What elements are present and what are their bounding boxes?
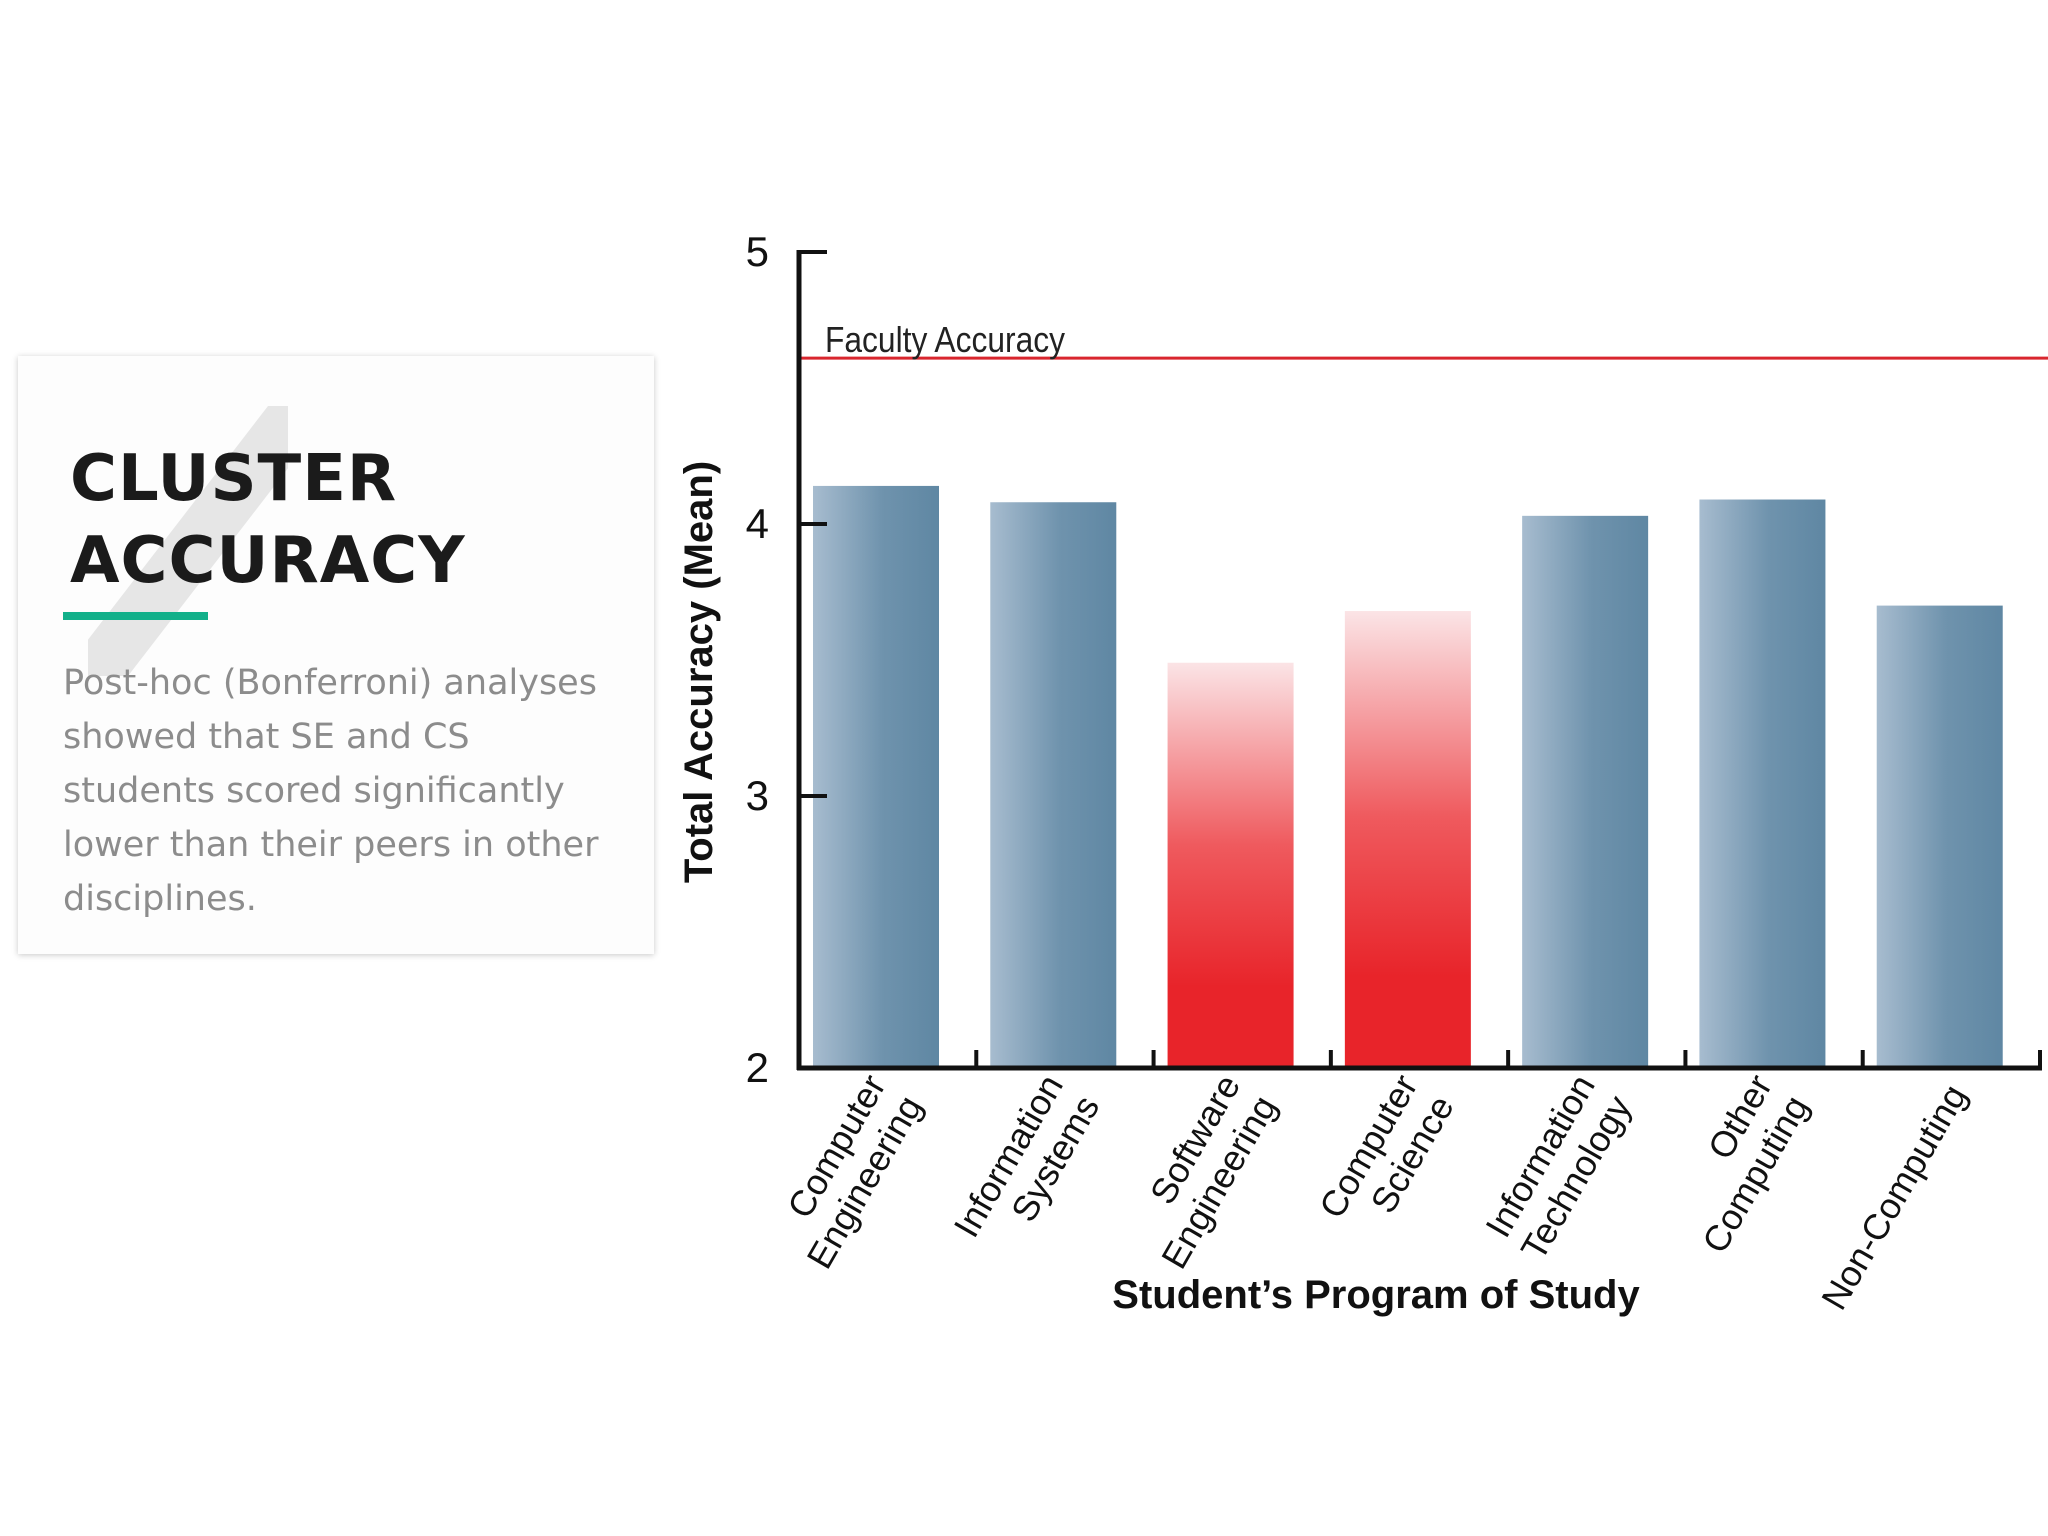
bar-3 (1344, 611, 1471, 1068)
card-title-line1: CLUSTER (70, 442, 398, 516)
card-title: CLUSTER ACCURACY (70, 438, 630, 602)
x-tick-label-6-line-0: Non-Computing (1813, 1078, 1975, 1317)
bar-4 (1522, 515, 1649, 1068)
y-tick-label-1: 3 (746, 772, 769, 819)
y-tick-label-2: 4 (746, 500, 769, 547)
cluster-accuracy-card: CLUSTER ACCURACY Post-hoc (Bonferroni) a… (18, 356, 654, 954)
bar-6 (1876, 605, 2003, 1068)
decorative-stripe (88, 406, 288, 676)
card-title-line2: ACCURACY (70, 524, 466, 598)
bar-0 (813, 485, 939, 1068)
y-tick-label-3: 5 (746, 228, 769, 275)
y-tick-label-0: 2 (746, 1044, 769, 1091)
title-accent-bar (63, 612, 208, 620)
bar-5 (1699, 499, 1826, 1068)
bar-1 (990, 502, 1117, 1068)
x-axis-title: Student’s Program of Study (1112, 1273, 1640, 1317)
card-body-text: Post-hoc (Bonferroni) analyses showed th… (63, 663, 599, 919)
x-tick-label-6: Non-Computing (1813, 1078, 1975, 1317)
y-axis-title: Total Accuracy (Mean) (677, 461, 721, 883)
bar-2 (1167, 662, 1294, 1068)
faculty-accuracy-label: Faculty Accuracy (825, 319, 1065, 360)
